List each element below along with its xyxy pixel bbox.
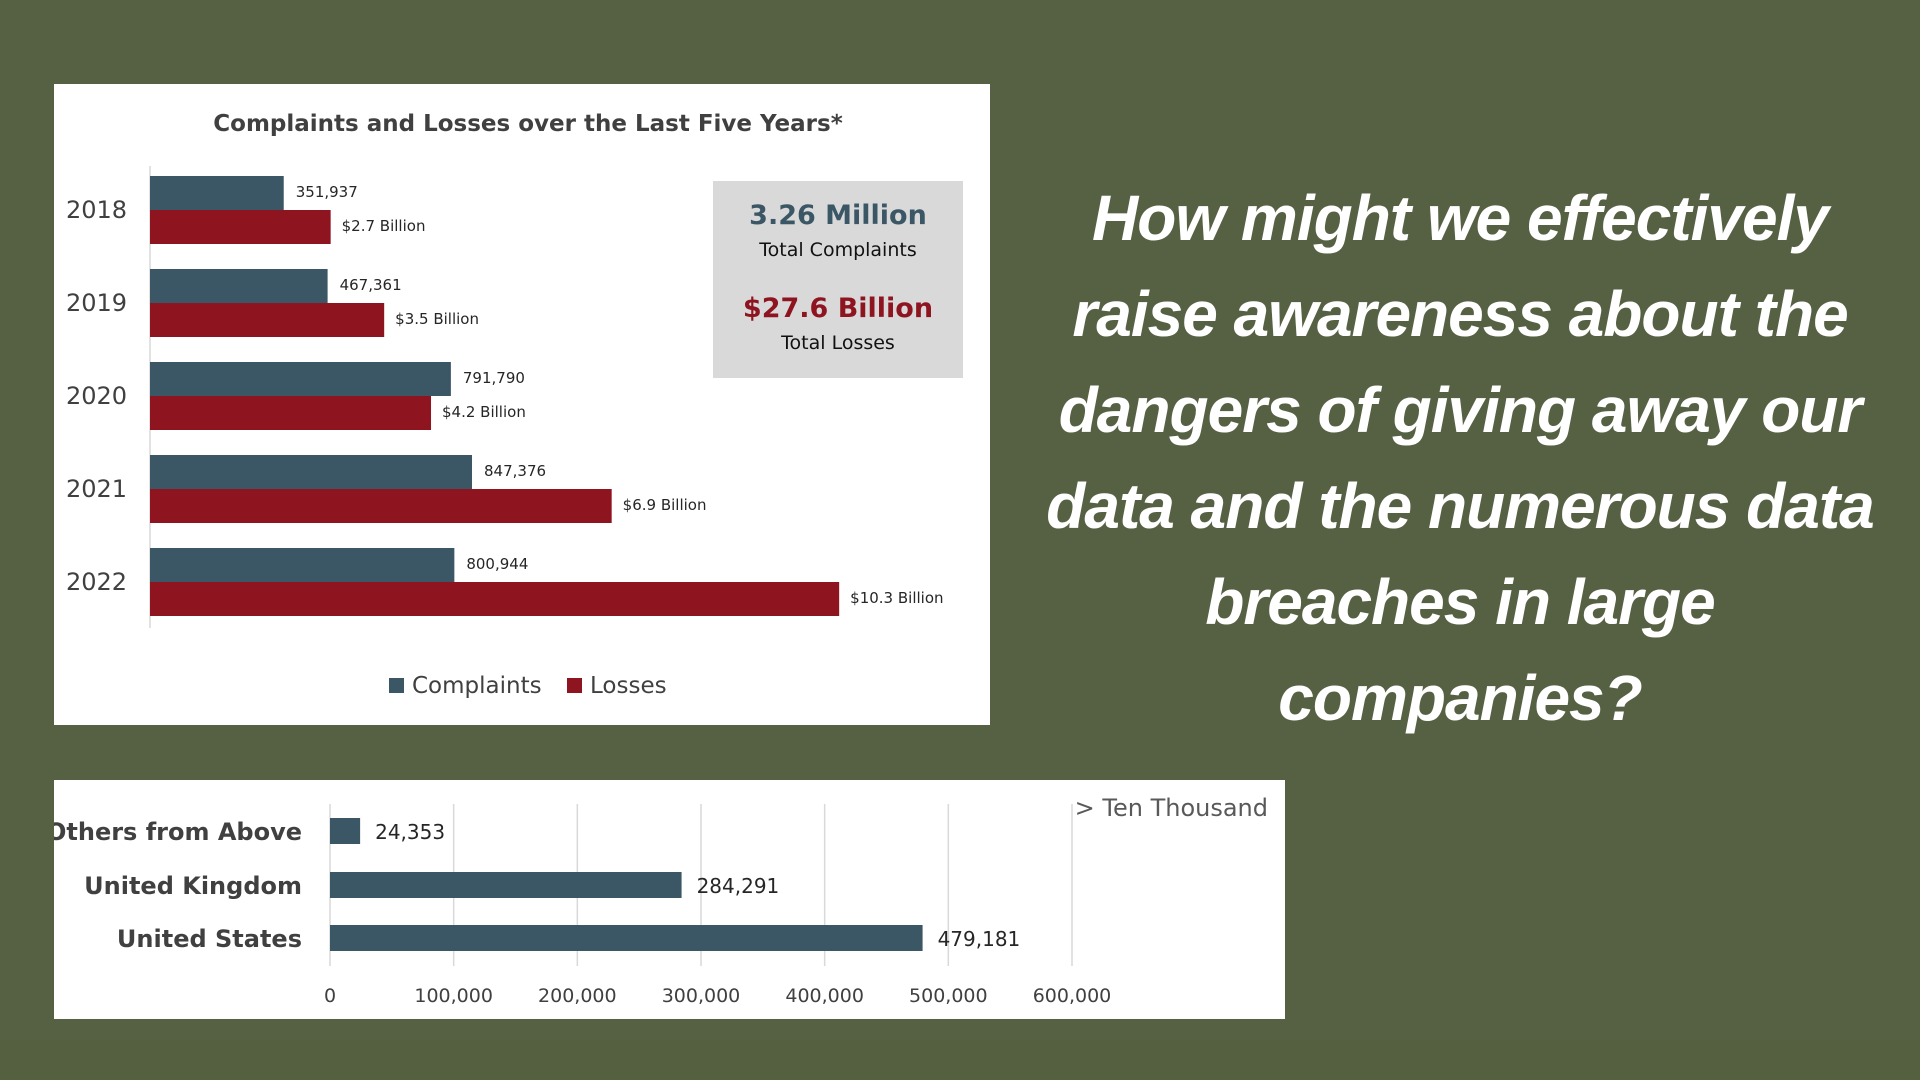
complaints-losses-chart-panel: Complaints and Losses over the Last Five… [54,84,990,725]
year-label: 2022 [66,568,127,596]
year-label: 2021 [66,475,127,503]
summary-box [713,181,963,378]
x-tick-label: 200,000 [538,985,617,1007]
chart-bars: 2018 351,937 $2.7 Billion 2019 467,361 $3.5 B… [66,176,944,616]
complaints-value-label: 351,937 [296,183,358,201]
x-tick-label: 500,000 [909,985,988,1007]
bottom-band [0,1040,1920,1080]
losses-bar [150,303,385,337]
year-label: 2020 [66,382,127,410]
country-label: Others from Above [54,818,302,846]
chart-annotation: > Ten Thousand [1075,794,1268,822]
complaints-bar [150,548,455,582]
chart-title: Complaints and Losses over the Last Five… [213,111,842,137]
losses-bar [150,582,840,616]
x-tick-label: 0 [324,985,336,1007]
country-bars: Others from Above 24,353 United Kingdom 284… [54,818,1020,953]
x-tick-label: 100,000 [414,985,493,1007]
question-text: How might we effectively raise awareness… [1046,182,1874,734]
legend-complaints-label: Complaints [412,673,542,699]
losses-value-label: $4.2 Billion [442,403,526,421]
country-complaints-chart-panel: 0 100,000 200,000 300,000 400,000 500,000 600,… [54,780,1285,1019]
country-complaints-chart: 0 100,000 200,000 300,000 400,000 500,000 600,… [54,794,1268,1007]
country-bar [330,925,923,951]
losses-bar [150,210,331,244]
summary-losses-value: $27.6 Billion [743,293,933,324]
x-tick-label: 300,000 [662,985,741,1007]
summary-complaints-label: Total Complaints [758,239,916,261]
losses-value-label: $3.5 Billion [395,310,479,328]
legend-losses-label: Losses [590,673,667,699]
year-label: 2019 [66,289,127,317]
summary-losses-label: Total Losses [780,332,895,354]
country-value-label: 479,181 [938,927,1021,951]
x-tick-label: 400,000 [785,985,864,1007]
country-value-label: 284,291 [697,874,780,898]
year-label: 2018 [66,196,127,224]
complaints-bar [150,362,451,396]
losses-bar [150,489,612,523]
complaints-bar [150,269,328,303]
losses-value-label: $2.7 Billion [342,217,426,235]
losses-bar [150,396,432,430]
legend-complaints-swatch [389,678,404,693]
complaints-value-label: 467,361 [340,276,402,294]
country-bar [330,872,682,898]
legend-losses-swatch [567,678,582,693]
complaints-value-label: 791,790 [463,369,525,387]
complaints-value-label: 800,944 [466,555,528,573]
country-value-label: 24,353 [375,820,445,844]
summary-complaints-value: 3.26 Million [749,200,927,231]
x-tick-label: 600,000 [1033,985,1112,1007]
complaints-value-label: 847,376 [484,462,546,480]
complaints-bar [150,455,473,489]
country-label: United States [117,925,302,953]
country-label: United Kingdom [84,872,302,900]
complaints-bar [150,176,284,210]
complaints-losses-chart: Complaints and Losses over the Last Five… [66,111,963,699]
losses-value-label: $6.9 Billion [623,496,707,514]
losses-value-label: $10.3 Billion [850,589,943,607]
country-bar [330,818,361,844]
